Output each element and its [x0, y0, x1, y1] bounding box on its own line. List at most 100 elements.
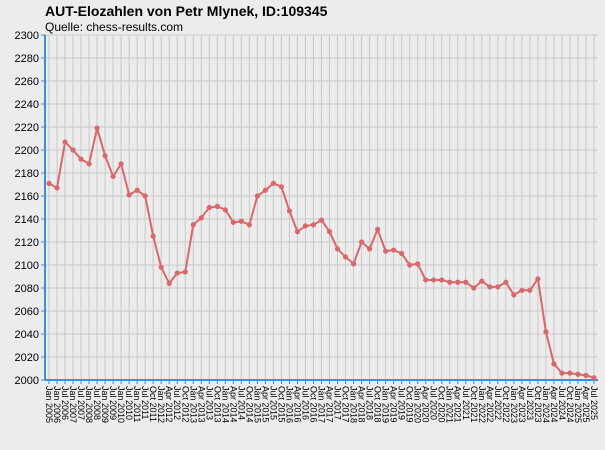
data-point [142, 193, 148, 199]
x-tick-label: Oct 2019 [405, 386, 415, 423]
x-tick-label: Jan 2005 [44, 386, 54, 423]
data-point [206, 204, 212, 211]
data-point [214, 203, 220, 209]
y-tick-label: 2020 [15, 352, 39, 364]
x-tick-label: Jan 2014 [220, 386, 230, 423]
x-tick-label: Jan 2021 [445, 386, 455, 423]
x-tick-label: Apr 2021 [453, 386, 463, 423]
data-point [94, 125, 100, 131]
data-point [334, 246, 341, 252]
data-point [423, 277, 429, 283]
data-point [375, 226, 381, 232]
data-point [431, 277, 437, 283]
x-tick-label: Jul 2012 [172, 386, 182, 420]
x-tick-label: Apr 2014 [228, 386, 238, 423]
y-tick-label: 2140 [15, 214, 39, 226]
x-tick-label: Jan 2008 [84, 386, 94, 423]
data-point [302, 223, 309, 229]
x-tick-label: Oct 2013 [212, 386, 222, 423]
data-point [238, 218, 244, 224]
y-tick-label: 2000 [15, 375, 39, 387]
x-tick-label: Apr 2019 [389, 386, 399, 423]
data-point [439, 277, 445, 283]
x-tick-label: Jul 2014 [236, 386, 246, 420]
x-tick-label: Oct 2018 [373, 386, 383, 423]
data-point [54, 185, 60, 191]
data-point [535, 276, 541, 282]
data-point [575, 371, 581, 377]
y-tick-label: 2060 [15, 306, 39, 318]
y-tick-label: 2120 [15, 237, 39, 249]
data-point [383, 248, 389, 254]
x-tick-label: Apr 2013 [196, 386, 206, 423]
x-tick-label: Oct 2022 [501, 386, 511, 423]
data-point [134, 187, 140, 193]
data-point [174, 270, 180, 276]
x-tick-label: Oct 2016 [308, 386, 318, 423]
x-tick-label: Oct 2020 [437, 386, 447, 423]
data-point [366, 246, 373, 252]
data-point [358, 239, 365, 245]
data-point [110, 173, 116, 180]
x-tick-label: Jul 2021 [461, 386, 471, 420]
data-point [86, 161, 92, 167]
x-tick-label: Apr 2025 [581, 386, 591, 423]
data-point [567, 370, 573, 376]
data-point [222, 207, 228, 213]
x-tick-label: Jul 2016 [300, 386, 310, 420]
data-point [318, 217, 325, 223]
chart-subtitle: Quelle: chess-results.com [45, 20, 183, 34]
x-tick-label: Apr 2016 [292, 386, 302, 423]
data-point [559, 370, 565, 376]
x-tick-label: Apr 2018 [357, 386, 367, 423]
x-tick-label: Apr 2015 [260, 386, 270, 423]
data-point [70, 147, 76, 153]
data-point [583, 372, 589, 378]
data-point [254, 193, 260, 199]
x-tick-label: Oct 2015 [276, 386, 286, 423]
x-tick-label: Jan 2015 [252, 386, 262, 423]
x-tick-label: Jul 2020 [429, 386, 439, 420]
data-point [407, 262, 413, 268]
data-point [350, 261, 357, 267]
data-point [495, 284, 501, 290]
x-tick-label: Jul 2017 [333, 386, 343, 420]
x-tick-label: Oct 2011 [148, 386, 158, 422]
data-point [326, 229, 333, 235]
data-point [78, 156, 84, 162]
data-point [102, 153, 108, 159]
data-point [198, 215, 204, 221]
x-tick-label: Oct 2014 [244, 386, 254, 423]
data-point [471, 285, 477, 291]
x-tick-label: Jul 2009 [108, 386, 118, 420]
data-point [543, 329, 549, 335]
data-point [126, 192, 132, 198]
data-point [158, 264, 164, 270]
x-tick-label: Apr 2012 [164, 386, 174, 423]
x-tick-label: Jan 2007 [68, 386, 78, 423]
x-tick-label: Jul 2024 [557, 386, 567, 420]
x-tick-label: Jul 2010 [124, 386, 134, 420]
data-point [487, 284, 493, 290]
data-point [246, 222, 252, 228]
x-tick-label: Jul 2019 [397, 386, 407, 420]
x-tick-label: Jan 2006 [52, 386, 62, 423]
data-point [230, 219, 236, 226]
y-tick-label: 2220 [15, 122, 39, 134]
data-point [310, 222, 317, 228]
x-tick-label: Apr 2022 [485, 386, 495, 423]
x-tick-label: Jan 2009 [100, 386, 110, 423]
x-tick-label: Oct 2021 [469, 386, 479, 423]
data-point [118, 161, 124, 167]
data-point [503, 279, 509, 285]
x-tick-label: Jan 2020 [413, 386, 423, 423]
x-tick-label: Jul 2008 [92, 386, 102, 420]
y-tick-label: 2100 [15, 260, 39, 272]
data-point [278, 184, 285, 190]
data-point [455, 279, 461, 285]
x-tick-label: Jan 2013 [188, 386, 198, 423]
data-point [182, 269, 188, 275]
x-tick-label: Apr 2023 [517, 386, 527, 423]
data-point [286, 208, 293, 214]
